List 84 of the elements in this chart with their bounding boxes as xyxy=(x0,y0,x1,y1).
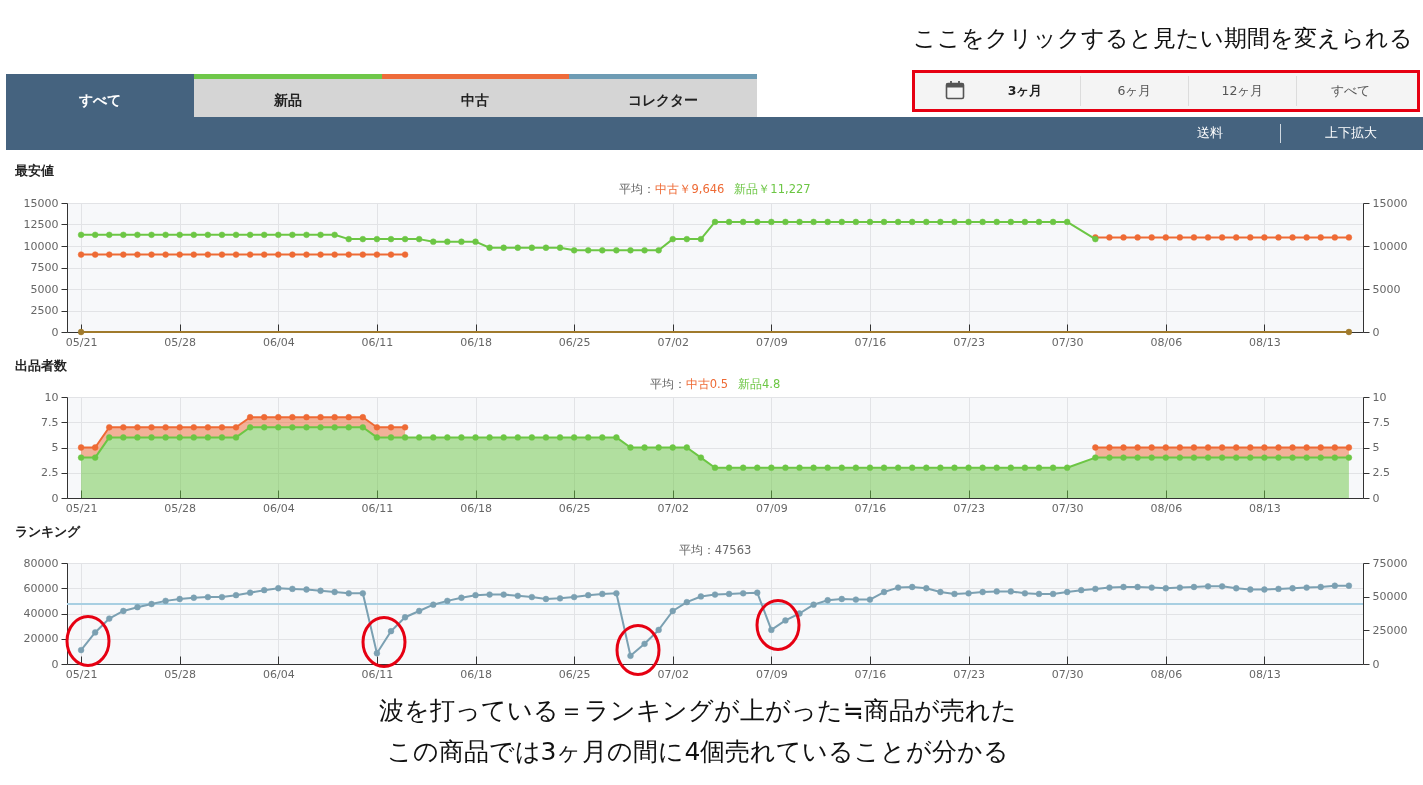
x-tick-label: 07/23 xyxy=(953,501,985,515)
y2-tick-label: 0 xyxy=(1372,657,1380,671)
x-tick-label: 08/06 xyxy=(1150,667,1183,681)
x-tick-label: 07/16 xyxy=(854,501,887,515)
y2-tick-label: 0 xyxy=(1372,325,1380,339)
x-tick-label: 07/02 xyxy=(657,501,690,515)
x-tick-label: 05/21 xyxy=(65,335,98,349)
x-tick-label: 06/18 xyxy=(460,335,492,349)
x-tick-label: 07/09 xyxy=(756,501,788,515)
chart-title: 最安値 xyxy=(15,163,54,179)
x-tick-label: 08/06 xyxy=(1150,335,1183,349)
y2-tick-label: 25000 xyxy=(1372,623,1408,637)
legend-title: 平均： xyxy=(649,377,686,392)
y-tick-label: 7500 xyxy=(30,261,59,274)
x-tick-label: 05/21 xyxy=(65,667,98,681)
y2-tick-label: 5 xyxy=(1372,441,1380,454)
y2-tick-label: 7.5 xyxy=(1372,415,1390,429)
x-tick-label: 06/25 xyxy=(558,667,591,681)
text: 波を打っている＝ランキングが上がった≒商品が売れた xyxy=(379,695,1017,726)
x-tick-label: 07/09 xyxy=(756,667,788,681)
text: 送料 xyxy=(1197,124,1223,141)
x-tick-label: 06/11 xyxy=(361,667,394,681)
x-tick-label: 07/16 xyxy=(854,335,887,349)
x-tick-label: 06/11 xyxy=(361,335,394,349)
text: 上下拡大 xyxy=(1325,124,1377,141)
x-tick-label: 05/28 xyxy=(164,667,197,681)
chart-title: ランキング xyxy=(15,524,80,540)
y-tick-label: 12500 xyxy=(23,218,59,231)
y-tick-label: 10 xyxy=(44,390,59,404)
x-tick-label: 07/30 xyxy=(1051,501,1084,515)
y-tick-label: 2500 xyxy=(30,304,59,317)
series-label: 新品￥11,227 xyxy=(734,182,811,197)
y2-tick-label: 10 xyxy=(1372,390,1387,404)
x-tick-label: 06/25 xyxy=(558,335,591,349)
x-tick-label: 06/18 xyxy=(460,667,492,681)
y-tick-label: 10000 xyxy=(23,239,59,253)
x-tick-label: 05/28 xyxy=(164,335,197,349)
x-tick-label: 07/16 xyxy=(854,667,887,681)
y-tick-label: 5000 xyxy=(30,282,59,296)
text: この商品では3ヶ月の間に4個売れていることが分かる xyxy=(386,736,1010,767)
x-tick-label: 07/02 xyxy=(657,335,690,349)
y-tick-label: 20000 xyxy=(23,632,59,646)
x-tick-label: 07/30 xyxy=(1051,667,1084,681)
y2-tick-label: 50000 xyxy=(1372,590,1408,604)
y-tick-label: 7.5 xyxy=(41,415,59,429)
text: 中古0.5 xyxy=(685,377,728,392)
x-tick-label: 06/11 xyxy=(361,501,394,515)
y-tick-label: 0 xyxy=(51,325,59,339)
x-tick-label: 08/13 xyxy=(1249,667,1281,681)
x-tick-label: 07/23 xyxy=(953,335,985,349)
x-tick-label: 07/23 xyxy=(953,667,985,681)
y-tick-label: 40000 xyxy=(23,607,59,620)
x-tick-label: 06/04 xyxy=(262,667,295,681)
x-tick-label: 05/28 xyxy=(164,501,197,515)
x-tick-label: 07/02 xyxy=(657,667,690,681)
x-tick-label: 06/04 xyxy=(262,501,295,515)
y2-tick-label: 5000 xyxy=(1372,282,1401,296)
x-tick-label: 08/13 xyxy=(1249,335,1281,349)
x-tick-label: 07/09 xyxy=(756,335,788,349)
chart-subtitle: 平均：47563 xyxy=(678,543,752,558)
y-tick-label: 5 xyxy=(51,441,59,454)
chart-title: 出品者数 xyxy=(15,358,67,374)
y2-tick-label: 10000 xyxy=(1372,239,1408,253)
y2-tick-label: 0 xyxy=(1372,491,1380,505)
x-tick-label: 06/04 xyxy=(262,335,295,349)
y-tick-label: 2.5 xyxy=(41,466,59,480)
y2-tick-label: 15000 xyxy=(1372,196,1408,210)
x-tick-label: 06/25 xyxy=(558,501,591,515)
x-tick-label: 07/30 xyxy=(1051,335,1084,349)
y-tick-label: 0 xyxy=(51,657,59,671)
x-tick-label: 05/21 xyxy=(65,501,98,515)
x-tick-label: 08/13 xyxy=(1249,501,1281,515)
x-tick-label: 06/18 xyxy=(460,501,492,515)
y-tick-label: 60000 xyxy=(23,581,59,595)
y-tick-label: 15000 xyxy=(23,196,59,210)
text: 新品4.8 xyxy=(738,377,781,392)
y-tick-label: 0 xyxy=(51,491,59,505)
x-tick-label: 08/06 xyxy=(1150,501,1183,515)
y2-tick-label: 75000 xyxy=(1372,556,1408,570)
text: ここをクリックすると見たい期間を変えられる xyxy=(913,24,1413,52)
legend-title: 平均： xyxy=(619,182,656,197)
y-tick-label: 80000 xyxy=(23,556,59,570)
y2-tick-label: 2.5 xyxy=(1372,466,1390,480)
text: 中古￥9,646 xyxy=(655,182,725,197)
